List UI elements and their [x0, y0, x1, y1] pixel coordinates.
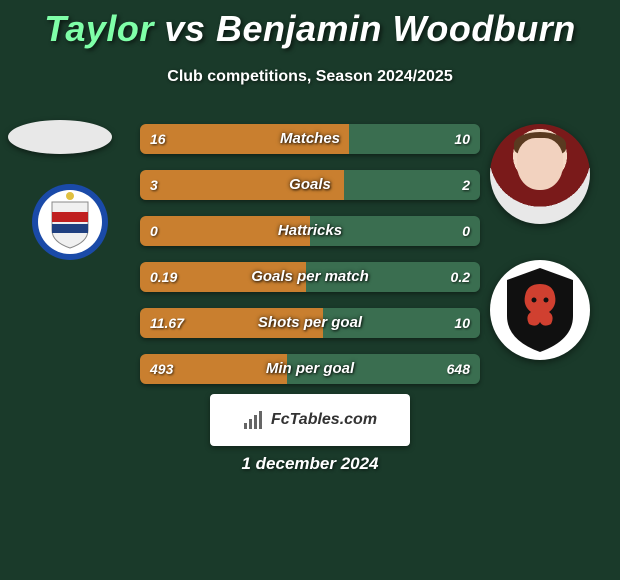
stats-column: 1610Matches 32Goals 00Hattricks 0.190.2Goal…: [140, 124, 480, 400]
player2-name: Benjamin Woodburn: [216, 8, 576, 49]
player1-photo-placeholder: [8, 120, 112, 154]
stat-label: Goals per match: [140, 262, 480, 292]
player2-photo: [490, 124, 590, 224]
comparison-infographic: Taylor vs Benjamin Woodburn Club competi…: [0, 0, 620, 580]
stat-label: Goals: [140, 170, 480, 200]
player1-club-crest: [20, 180, 120, 264]
stat-row: 0.190.2Goals per match: [140, 262, 480, 292]
stat-row: 32Goals: [140, 170, 480, 200]
signal-icon: [243, 409, 265, 431]
page-title: Taylor vs Benjamin Woodburn: [0, 0, 620, 50]
player2-club-crest: [490, 260, 590, 360]
vs-word: vs: [164, 8, 205, 49]
lion-badge-icon: [503, 266, 577, 354]
portrait-face: [517, 138, 563, 190]
fctables-label: FcTables.com: [271, 411, 377, 429]
stat-label: Shots per goal: [140, 308, 480, 338]
crest-icon: [30, 182, 110, 262]
stat-label: Matches: [140, 124, 480, 154]
date-label: 1 december 2024: [0, 454, 620, 474]
stat-label: Hattricks: [140, 216, 480, 246]
stat-row: 11.6710Shots per goal: [140, 308, 480, 338]
fctables-watermark: FcTables.com: [210, 394, 410, 446]
player1-name: Taylor: [44, 8, 154, 49]
stat-label: Min per goal: [140, 354, 480, 384]
stat-row: 493648Min per goal: [140, 354, 480, 384]
subtitle: Club competitions, Season 2024/2025: [0, 68, 620, 86]
stat-row: 00Hattricks: [140, 216, 480, 246]
stat-row: 1610Matches: [140, 124, 480, 154]
